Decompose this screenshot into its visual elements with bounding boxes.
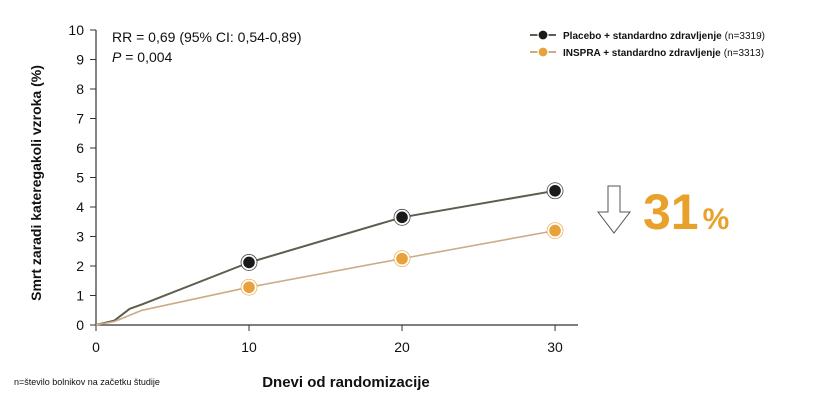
x-axis-label: Dnevi od randomizacije <box>262 374 430 391</box>
reduction-text: 31% <box>643 184 729 240</box>
y-tick-label: 10 <box>68 22 84 38</box>
data-point-placebo <box>243 256 255 269</box>
legend-marker-inspra <box>537 46 549 58</box>
legend-marker-placebo <box>537 29 549 41</box>
y-tick-label: 7 <box>76 111 84 127</box>
data-point-placebo <box>396 211 408 224</box>
rr-annotation: RR = 0,69 (95% CI: 0,54-0,89) <box>112 29 302 45</box>
y-tick-label: 4 <box>76 199 84 215</box>
legend-label-placebo: Placebo + standardno zdravljenje <box>563 31 722 42</box>
down-arrow-icon <box>596 185 632 234</box>
legend-n-inspra: (n=3313) <box>724 48 764 59</box>
y-tick-label: 9 <box>76 52 84 68</box>
x-tick-label: 30 <box>547 339 563 355</box>
x-tick-label: 20 <box>394 339 410 355</box>
y-tick-label: 0 <box>76 317 84 333</box>
legend-text-placebo: Placebo + standardno zdravljenje (n=3319) <box>563 31 765 42</box>
y-tick-label: 6 <box>76 140 84 156</box>
reduction-unit: % <box>703 203 730 236</box>
y-tick-label: 3 <box>76 229 84 245</box>
footnote: n=število bolnikov na začetku študije <box>14 377 160 387</box>
series-group <box>95 182 564 326</box>
p-label: P <box>112 49 122 65</box>
series-line-inspra <box>95 229 556 326</box>
p-annotation: P = 0,004 <box>112 49 173 65</box>
data-point-inspra <box>396 252 408 265</box>
reduction-value: 31 <box>643 184 699 240</box>
legend-n-placebo: (n=3319) <box>725 31 765 42</box>
legend: Placebo + standardno zdravljenje (n=3319)… <box>530 29 765 59</box>
y-tick-label: 2 <box>76 258 84 274</box>
data-point-inspra <box>549 224 561 237</box>
y-ticks: 0 1 2 3 4 5 6 7 8 9 10 <box>68 22 96 333</box>
y-tick-label: 8 <box>76 81 84 97</box>
y-tick-label: 1 <box>76 288 84 304</box>
data-point-inspra <box>243 281 255 294</box>
x-tick-label: 10 <box>241 339 257 355</box>
x-tick-label: 0 <box>92 339 100 355</box>
data-point-placebo <box>549 184 561 197</box>
p-value: = 0,004 <box>121 49 172 65</box>
y-axis-label: Smrt zaradi kateregakoli vzroka (%) <box>28 65 44 301</box>
legend-text-inspra: INSPRA + standardno zdravljenje (n=3313) <box>563 48 764 59</box>
legend-item-inspra: INSPRA + standardno zdravljenje (n=3313) <box>530 46 764 59</box>
legend-item-placebo: Placebo + standardno zdravljenje (n=3319) <box>530 29 765 42</box>
y-tick-label: 5 <box>76 170 84 186</box>
legend-label-inspra: INSPRA + standardno zdravljenje <box>563 48 721 59</box>
x-ticks: 0 10 20 30 <box>92 325 563 355</box>
